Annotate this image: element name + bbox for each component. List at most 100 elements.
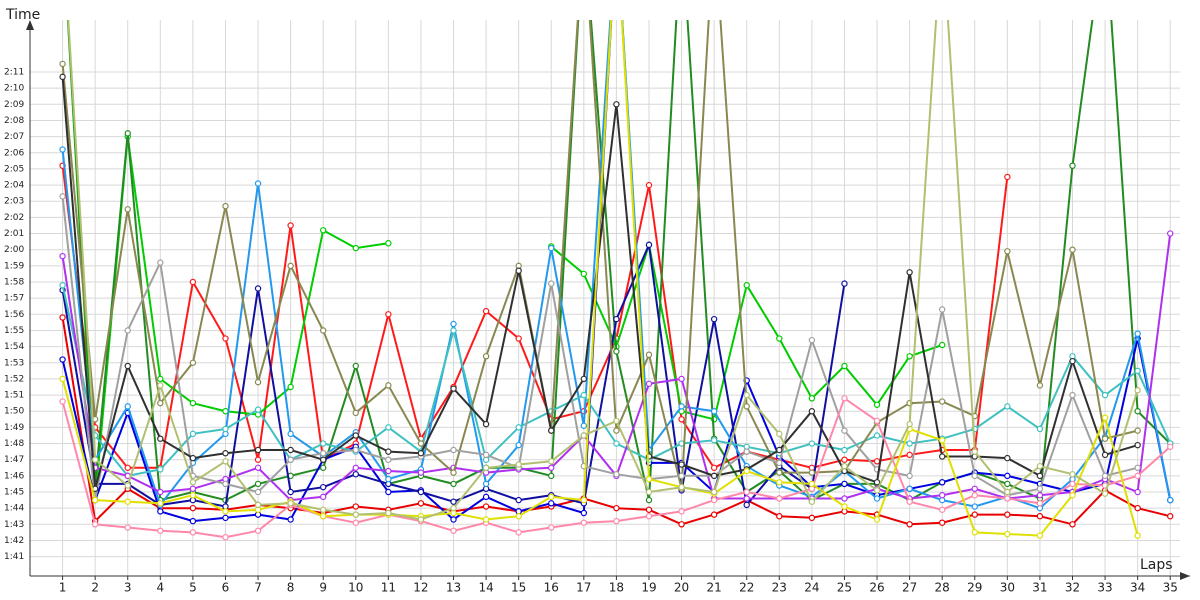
point <box>1036 492 1044 499</box>
point <box>1036 472 1044 480</box>
point <box>743 488 750 496</box>
point <box>482 480 490 488</box>
point <box>1069 471 1076 478</box>
point <box>189 399 197 407</box>
point <box>841 480 848 488</box>
point <box>613 348 620 355</box>
y-tick-label: 2:06 <box>4 148 24 158</box>
point <box>1167 513 1174 520</box>
point <box>1004 495 1011 502</box>
point <box>808 514 816 522</box>
point <box>906 498 913 505</box>
point <box>189 359 197 366</box>
point <box>222 425 229 433</box>
point <box>91 521 99 528</box>
point <box>482 503 490 510</box>
x-tick-label: 8 <box>287 581 295 595</box>
point <box>841 280 848 287</box>
series-line <box>61 20 1139 537</box>
point <box>417 500 425 507</box>
point <box>222 508 229 515</box>
point <box>515 441 522 449</box>
point <box>222 450 229 457</box>
point <box>320 464 327 471</box>
point <box>1134 532 1141 539</box>
point <box>482 516 490 523</box>
x-tick-label: 31 <box>1032 581 1047 595</box>
point <box>91 456 99 463</box>
point <box>938 341 946 349</box>
x-tick-label: 6 <box>222 581 230 595</box>
x-tick-label: 3 <box>124 581 132 595</box>
point <box>189 430 197 438</box>
point <box>1036 532 1044 539</box>
x-tick-label: 20 <box>674 581 689 595</box>
point <box>776 459 783 467</box>
point <box>189 485 197 492</box>
point <box>1069 521 1076 528</box>
point <box>971 492 978 499</box>
y-tick-label: 1:53 <box>4 358 24 368</box>
point <box>352 464 359 471</box>
x-tick-label: 24 <box>804 581 819 595</box>
point <box>352 432 359 439</box>
point <box>776 430 783 438</box>
point <box>287 446 294 454</box>
point <box>1036 513 1044 520</box>
point <box>254 180 262 187</box>
point <box>1004 511 1011 518</box>
point <box>580 375 588 383</box>
y-tick-label: 2:11 <box>4 68 24 78</box>
point <box>450 480 457 488</box>
point <box>222 534 229 541</box>
point <box>59 398 66 405</box>
y-tick-label: 2:00 <box>4 245 24 255</box>
point <box>222 202 229 210</box>
point <box>776 495 783 502</box>
point <box>515 496 522 504</box>
point <box>1036 500 1044 507</box>
point <box>906 451 913 459</box>
point <box>254 446 262 454</box>
point <box>1134 408 1141 415</box>
point <box>385 382 392 389</box>
point <box>352 409 359 417</box>
point <box>124 524 131 531</box>
point <box>515 513 522 520</box>
point <box>1004 480 1011 488</box>
series-line <box>67 20 1139 521</box>
point <box>385 448 392 455</box>
point <box>645 351 653 358</box>
point <box>938 437 946 444</box>
point <box>450 498 457 505</box>
y-tick-label: 1:58 <box>4 278 24 288</box>
point <box>678 403 685 410</box>
point <box>189 504 197 512</box>
point <box>352 471 359 478</box>
y-tick-label: 2:03 <box>4 197 24 207</box>
point <box>352 362 359 370</box>
x-tick-label: 11 <box>381 581 396 595</box>
point <box>124 362 131 370</box>
point <box>613 315 620 323</box>
point <box>59 314 66 321</box>
point <box>613 440 620 447</box>
point <box>938 492 946 499</box>
point <box>580 270 588 278</box>
point <box>548 280 555 287</box>
point <box>1069 480 1076 488</box>
point <box>254 285 262 292</box>
point <box>482 464 490 471</box>
point <box>1101 451 1109 459</box>
point <box>678 508 685 515</box>
point <box>287 222 294 229</box>
point <box>1069 162 1076 169</box>
point <box>417 516 425 523</box>
point <box>580 509 588 517</box>
point <box>808 440 816 447</box>
series-line <box>61 20 1172 510</box>
point <box>59 146 66 153</box>
x-tick-label: 34 <box>1130 581 1145 595</box>
x-tick-label: 26 <box>869 581 884 595</box>
point <box>515 335 522 342</box>
